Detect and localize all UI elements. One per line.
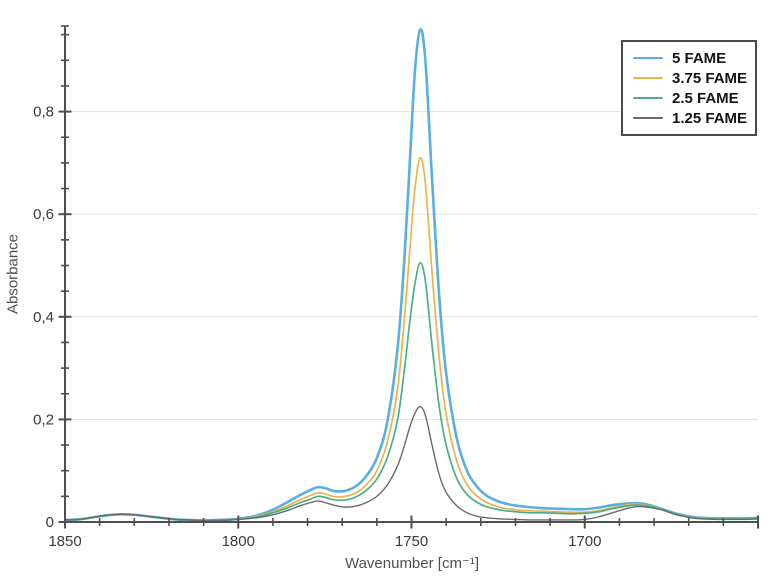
legend-item-3-75-fame: 3.75 FAME xyxy=(633,71,749,86)
legend-swatch-3-75-fame xyxy=(633,77,663,79)
legend-swatch-2-5-fame xyxy=(633,97,663,99)
y-tick-label: 0,6 xyxy=(33,206,54,223)
x-axis-title: Wavenumber [cm⁻¹] xyxy=(344,555,480,572)
series-line-2-5-fame xyxy=(64,262,759,522)
y-axis-title: Absorbance xyxy=(4,233,22,315)
legend-label: 5 FAME xyxy=(672,49,727,67)
legend-item-2-5-fame: 2.5 FAME xyxy=(633,91,749,106)
legend-item-5-fame: 5 FAME xyxy=(633,51,749,66)
y-tick-label: 0 xyxy=(46,514,54,531)
legend-swatch-1-25-fame xyxy=(633,117,663,119)
legend: 5 FAME 3.75 FAME 2.5 FAME 1.25 FAME xyxy=(621,40,757,136)
series-line-1-25-fame xyxy=(64,405,759,522)
legend-label: 2.5 FAME xyxy=(672,89,739,107)
series-line-3-75-fame xyxy=(64,156,759,522)
legend-label: 3.75 FAME xyxy=(672,69,748,87)
legend-swatch-5-fame xyxy=(633,56,663,60)
y-tick-label: 0,8 xyxy=(33,104,54,121)
x-tick-label: 1750 xyxy=(395,533,428,550)
legend-item-1-25-fame: 1.25 FAME xyxy=(633,111,749,126)
y-tick-label: 0,4 xyxy=(33,309,54,326)
x-tick-label: 1800 xyxy=(222,533,255,550)
legend-label: 1.25 FAME xyxy=(672,109,748,127)
y-tick-label: 0,2 xyxy=(33,411,54,428)
x-tick-label: 1700 xyxy=(568,533,601,550)
x-tick-label: 1850 xyxy=(48,533,81,550)
